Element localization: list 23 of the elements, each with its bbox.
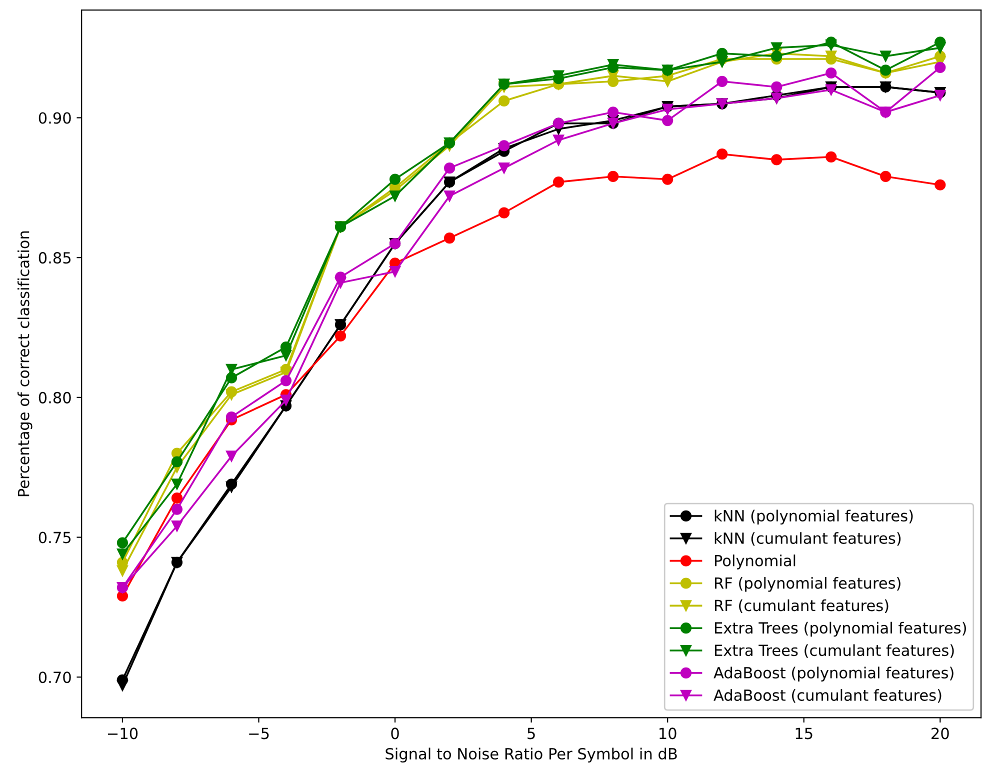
- legend-label: RF (cumulant features): [714, 599, 888, 614]
- x-axis-title: Signal to Noise Ratio Per Symbol in dB: [386, 748, 677, 762]
- legend-label: Extra Trees (polynomial features): [714, 622, 966, 637]
- x-tick-label: −5: [249, 728, 269, 740]
- legend-label: Polynomial: [714, 554, 796, 570]
- y-tick-label: 0.75: [38, 532, 71, 544]
- legend-label: Extra Trees (cumulant features): [714, 644, 954, 658]
- x-tick-label: 20: [932, 728, 949, 740]
- y-tick-label: 0.85: [38, 252, 71, 264]
- legend-label: kNN (polynomial features): [714, 510, 913, 524]
- legend-label: AdaBoost (polynomial features): [714, 666, 954, 682]
- x-tick-label: 15: [796, 728, 812, 740]
- y-axis-title: Percentage of correct classification: [18, 231, 32, 496]
- y-tick-label: 0.80: [38, 392, 71, 404]
- x-tick-label: 10: [660, 728, 676, 740]
- legend-label: AdaBoost (cumulant features): [714, 689, 942, 703]
- x-tick-label: −10: [108, 728, 138, 740]
- legend-label: RF (polynomial features): [714, 576, 900, 592]
- legend-label: kNN (cumulant features): [714, 532, 901, 546]
- y-tick-label: 0.70: [38, 672, 71, 684]
- x-tick-label: 0: [391, 728, 399, 740]
- x-tick-label: 5: [528, 728, 535, 740]
- y-tick-label: 0.90: [38, 112, 71, 124]
